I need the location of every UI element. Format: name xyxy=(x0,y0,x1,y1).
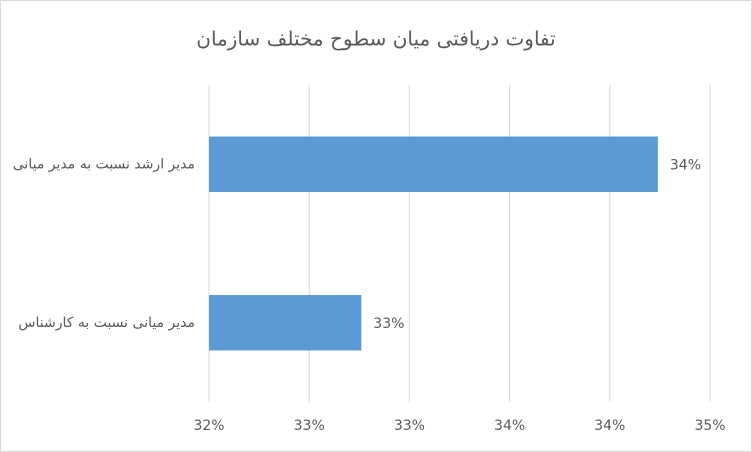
x-tick-label: 35% xyxy=(694,418,725,434)
bar xyxy=(209,136,658,192)
x-tick-label: 33% xyxy=(394,418,425,434)
y-tick-label: مدیر ارشد نسبت به مدیر میانی xyxy=(13,156,195,172)
x-tick-label: 34% xyxy=(594,418,625,434)
y-tick-label: مدیر میانی نسبت به کارشناس xyxy=(18,315,195,331)
data-label: 33% xyxy=(373,316,404,332)
bar xyxy=(209,295,362,351)
x-tick-label: 34% xyxy=(494,418,525,434)
x-tick-label: 32% xyxy=(193,418,224,434)
x-tick-label: 33% xyxy=(294,418,325,434)
chart-title: تفاوت دریافتی میان سطوح مختلف سازمان xyxy=(196,27,555,51)
data-label: 34% xyxy=(670,157,701,173)
